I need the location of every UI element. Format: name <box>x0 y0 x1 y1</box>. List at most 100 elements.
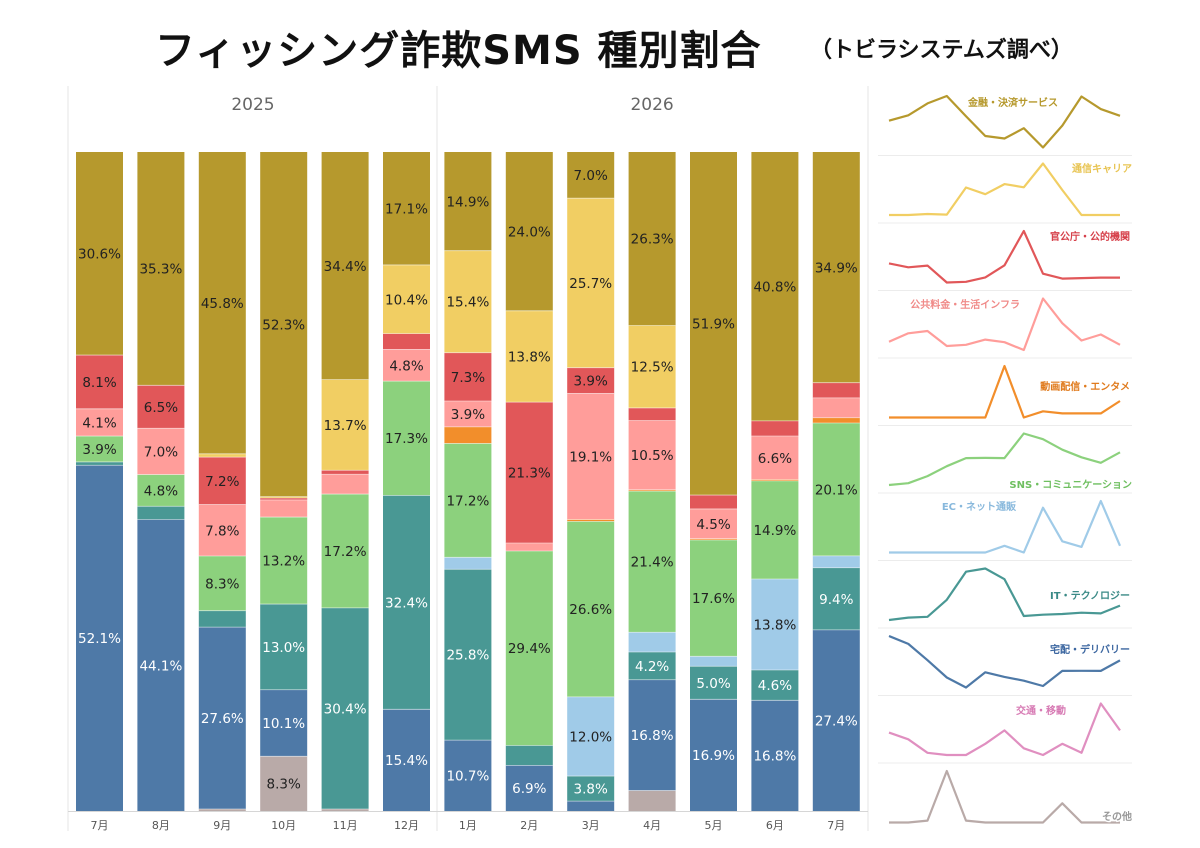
data-label: 17.2% <box>324 544 367 560</box>
sparkline-6 <box>889 499 1122 554</box>
bar-segment <box>198 457 246 505</box>
bar-segment <box>628 679 676 791</box>
bar-segment <box>812 417 860 424</box>
x-tick-label: 10月 <box>271 819 296 832</box>
bar-segment <box>628 790 676 811</box>
bar-segment <box>812 423 860 556</box>
data-label: 4.1% <box>82 415 116 431</box>
data-label: 4.8% <box>389 358 423 374</box>
bar-segment <box>751 420 799 437</box>
data-label: 9.4% <box>819 592 853 608</box>
data-label: 8.3% <box>267 777 301 793</box>
sparkline-2 <box>888 229 1120 284</box>
bar-segment <box>444 426 492 444</box>
data-label: 3.9% <box>574 374 608 390</box>
data-label: 10.1% <box>262 716 305 732</box>
sparkline-0 <box>888 94 1121 149</box>
x-tick-label: 7月 <box>91 819 109 832</box>
bar-segment <box>260 496 308 498</box>
bar-segment <box>812 397 860 418</box>
bar-segment <box>751 152 799 421</box>
x-tick-label: 12月 <box>394 819 419 832</box>
bar-segment <box>690 656 737 667</box>
data-label: 30.6% <box>78 247 121 263</box>
data-label: 17.3% <box>385 431 428 447</box>
bar-segment <box>567 152 615 199</box>
bar-segment <box>321 379 369 471</box>
bar-segment <box>505 550 553 746</box>
bar-segment <box>567 367 615 394</box>
bar-segment <box>137 474 185 507</box>
data-label: 4.5% <box>696 517 730 533</box>
data-label: 3.9% <box>451 407 485 423</box>
bar-segment <box>444 352 492 402</box>
bar-segment <box>76 355 123 409</box>
data-label: 15.4% <box>446 295 489 311</box>
data-label: 12.0% <box>569 729 612 745</box>
data-label: 34.9% <box>815 260 858 276</box>
bar-segment <box>76 465 123 811</box>
bar-segment <box>567 521 615 697</box>
bar-segment <box>628 325 676 408</box>
sparkline-label: 交通・移動 <box>1016 704 1066 717</box>
bar-segment <box>628 407 676 421</box>
data-label: 52.1% <box>78 631 121 647</box>
bar-segment <box>690 495 737 509</box>
bar-segment <box>137 428 185 475</box>
bar-segment <box>751 479 799 481</box>
data-label: 26.3% <box>631 232 674 248</box>
data-label: 21.3% <box>508 466 551 482</box>
bar-segment <box>628 491 676 633</box>
bar-segment <box>505 765 553 811</box>
data-label: 3.8% <box>574 782 608 798</box>
x-tick-label: 9月 <box>213 819 231 832</box>
sparkline-4 <box>889 364 1121 419</box>
bar-segment <box>198 152 246 454</box>
data-label: 7.3% <box>451 370 485 386</box>
data-label: 4.8% <box>144 483 178 499</box>
x-tick-label: 5月 <box>705 819 723 832</box>
data-label: 16.8% <box>753 749 796 765</box>
data-label: 14.9% <box>753 523 796 539</box>
bar-segment <box>260 517 308 605</box>
bar-segment <box>76 436 123 462</box>
bar-segment <box>444 557 492 570</box>
data-label: 8.1% <box>82 375 116 391</box>
sparkline-8 <box>888 634 1121 689</box>
data-label: 25.8% <box>446 648 489 664</box>
bar-segment <box>383 349 430 382</box>
bar-segment <box>690 152 737 496</box>
bar-segment <box>321 607 369 810</box>
data-label: 25.7% <box>569 276 612 292</box>
data-label: 3.9% <box>82 442 116 458</box>
bar-segment <box>76 408 123 437</box>
bar-segment <box>690 539 737 657</box>
data-label: 29.4% <box>508 641 551 657</box>
data-label: 7.2% <box>205 474 239 490</box>
data-label: 17.6% <box>692 591 735 607</box>
bar-segment <box>321 494 369 608</box>
data-label: 13.8% <box>508 349 551 365</box>
bar-segment <box>198 453 246 458</box>
bar-segment <box>321 470 369 475</box>
sparkline-label: EC・ネット通販 <box>942 500 1017 513</box>
bar-segment <box>383 152 430 265</box>
data-label: 6.5% <box>144 400 178 416</box>
sparkline-3 <box>888 297 1121 352</box>
bar-segment <box>505 402 553 544</box>
bar-segment <box>137 385 185 429</box>
data-label: 27.4% <box>815 713 858 729</box>
data-label: 19.1% <box>569 449 612 465</box>
data-label: 52.3% <box>262 317 305 333</box>
bar-segment <box>751 700 799 811</box>
bar-segment <box>628 632 676 653</box>
bar-segment <box>812 567 860 630</box>
data-label: 15.4% <box>385 753 428 769</box>
bar-segment <box>751 669 799 701</box>
bar-segment <box>76 461 123 466</box>
bar-segment <box>321 152 369 380</box>
bar-segment <box>567 519 615 522</box>
sparkline-label: 公共料金・生活インフラ <box>910 298 1020 311</box>
data-label: 24.0% <box>508 224 551 240</box>
bar-segment <box>628 489 676 492</box>
